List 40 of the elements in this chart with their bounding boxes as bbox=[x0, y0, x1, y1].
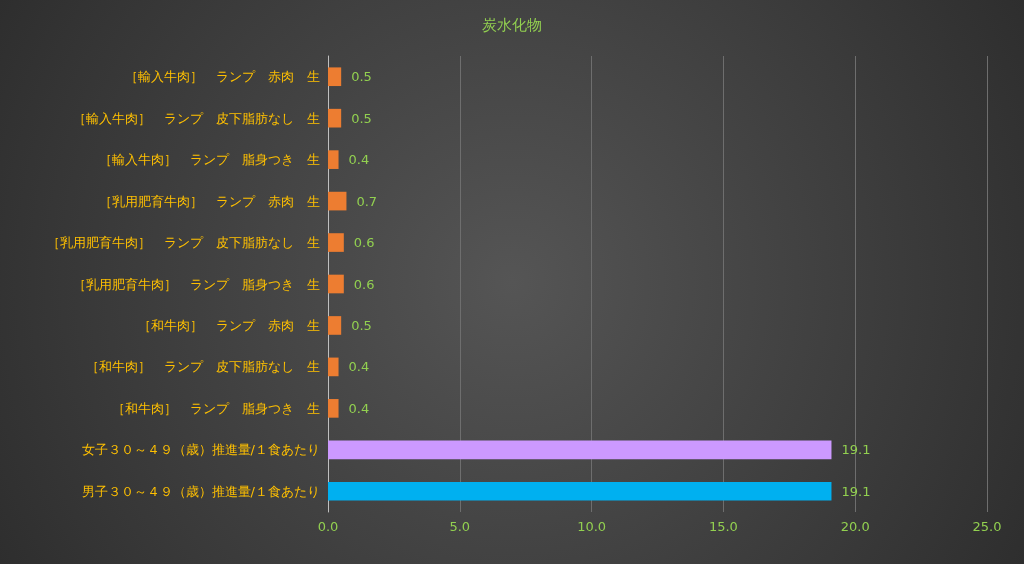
bar bbox=[328, 233, 344, 252]
x-tick-label: 5.0 bbox=[449, 519, 471, 534]
data-label: 19.1 bbox=[841, 442, 871, 458]
data-label: 0.5 bbox=[351, 110, 372, 126]
y-tick-label: ［輸入牛肉］ ランプ 皮下脂肪なし 生 bbox=[73, 110, 320, 126]
y-tick-label: 男子３０～４９（歳）推進量/１食あたり bbox=[81, 483, 320, 499]
bar bbox=[328, 440, 832, 460]
data-label: 0.4 bbox=[348, 152, 370, 168]
data-label: 0.4 bbox=[348, 359, 370, 375]
data-label: 0.5 bbox=[351, 69, 372, 85]
y-tick-label: ［和牛肉］ ランプ 脂身つき 生 bbox=[112, 400, 320, 416]
y-tick-label: ［和牛肉］ ランプ 赤肉 生 bbox=[138, 317, 320, 333]
data-label: 0.7 bbox=[356, 193, 378, 209]
x-tick-label: 20.0 bbox=[840, 519, 870, 534]
bar bbox=[328, 108, 342, 128]
y-tick-label: ［和牛肉］ ランプ 皮下脂肪なし 生 bbox=[86, 359, 320, 375]
y-tick-label: ［乳用肥育牛肉］ ランプ 赤肉 生 bbox=[99, 193, 320, 209]
bar bbox=[328, 67, 342, 87]
y-tick-label: 女子３０～４９（歳）推進量/１食あたり bbox=[81, 442, 320, 458]
y-tick-label: ［乳用肥育牛肉］ ランプ 皮下脂肪なし 生 bbox=[47, 235, 320, 251]
bar bbox=[328, 274, 344, 294]
bar bbox=[328, 191, 347, 211]
bar bbox=[328, 481, 832, 501]
data-label: 0.6 bbox=[353, 276, 375, 292]
bar bbox=[328, 399, 339, 418]
y-tick-label: ［輸入牛肉］ ランプ 脂身つき 生 bbox=[99, 152, 320, 168]
data-label: 0.4 bbox=[348, 400, 370, 416]
chart-title: 炭水化物 bbox=[482, 15, 542, 34]
bar bbox=[328, 150, 339, 169]
data-label: 0.6 bbox=[353, 235, 375, 251]
x-tick-label: 0.0 bbox=[317, 519, 339, 534]
data-label: 0.5 bbox=[351, 317, 372, 333]
x-tick-label: 25.0 bbox=[972, 519, 1002, 534]
x-tick-label: 10.0 bbox=[577, 519, 607, 534]
bar bbox=[328, 357, 339, 377]
data-label: 19.1 bbox=[841, 483, 871, 499]
y-tick-label: ［乳用肥育牛肉］ ランプ 脂身つき 生 bbox=[73, 276, 320, 292]
x-tick-label: 15.0 bbox=[708, 519, 738, 534]
y-tick-label: ［輸入牛肉］ ランプ 赤肉 生 bbox=[125, 69, 320, 85]
bar bbox=[328, 316, 342, 335]
